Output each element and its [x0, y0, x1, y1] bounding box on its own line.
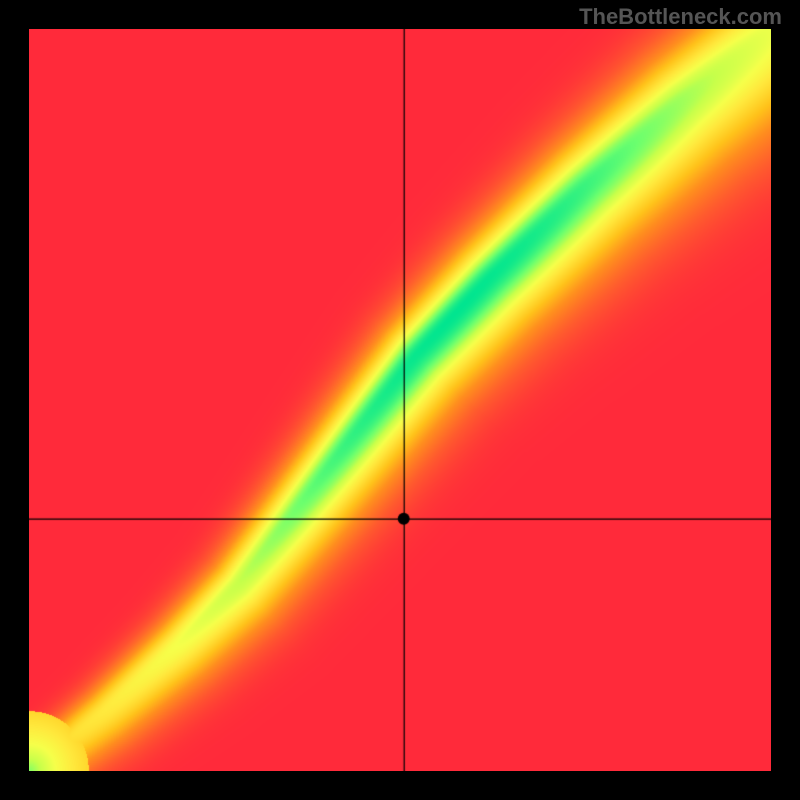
chart-container: TheBottleneck.com	[0, 0, 800, 800]
bottleneck-heatmap	[29, 29, 771, 771]
watermark-text: TheBottleneck.com	[579, 4, 782, 30]
